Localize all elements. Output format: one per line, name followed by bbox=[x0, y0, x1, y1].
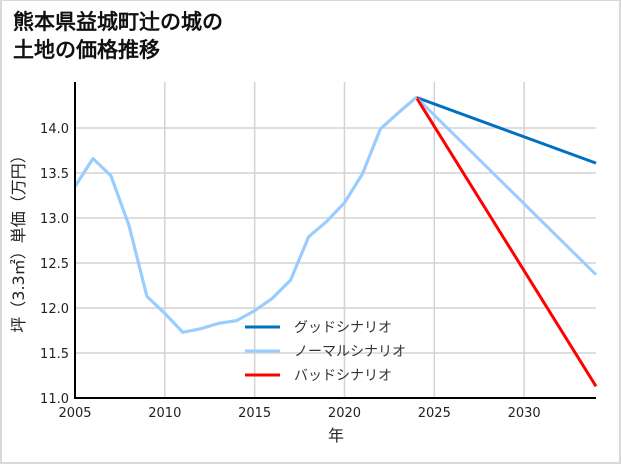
y-tick-label: 11.0 bbox=[40, 392, 69, 407]
chart-title: 熊本県益城町辻の城の 土地の価格推移 bbox=[13, 8, 223, 64]
legend-label: ノーマルシナリオ bbox=[294, 344, 406, 360]
x-tick-label: 2010 bbox=[148, 406, 181, 421]
y-tick-label: 13.5 bbox=[40, 167, 69, 182]
data-series bbox=[73, 95, 598, 388]
y-tick-label: 13.0 bbox=[40, 212, 69, 227]
x-tick-label: 2030 bbox=[508, 406, 541, 421]
x-tick-label: 2020 bbox=[328, 406, 361, 421]
series-line-2 bbox=[415, 96, 598, 276]
legend-label: バッドシナリオ bbox=[294, 368, 392, 384]
y-tick-label: 14.0 bbox=[40, 122, 69, 137]
y-axis-label: 坪（3.3㎡）単価（万円） bbox=[9, 147, 28, 332]
x-tick-label: 2015 bbox=[238, 406, 271, 421]
x-tick-label: 2005 bbox=[58, 406, 91, 421]
historical-line bbox=[73, 96, 418, 334]
y-tick-label: 12.5 bbox=[40, 257, 69, 272]
legend-label: グッドシナリオ bbox=[294, 320, 392, 336]
chart-title-line-2: 土地の価格推移 bbox=[13, 38, 160, 62]
x-tick-label: 2025 bbox=[418, 406, 451, 421]
x-axis-label: 年 bbox=[328, 426, 344, 445]
axes bbox=[74, 82, 596, 399]
chart-title-line-1: 熊本県益城町辻の城の bbox=[13, 10, 223, 34]
series-line-3 bbox=[415, 96, 598, 388]
series-line-1 bbox=[415, 95, 597, 165]
y-tick-label: 12.0 bbox=[40, 302, 69, 317]
y-tick-label: 11.5 bbox=[40, 347, 69, 362]
y-tick-labels: 11.0 11.5 12.0 12.5 13.0 13.5 14.0 bbox=[40, 122, 69, 407]
x-tick-labels: 2005 2010 2015 2020 2025 2030 bbox=[58, 406, 540, 421]
